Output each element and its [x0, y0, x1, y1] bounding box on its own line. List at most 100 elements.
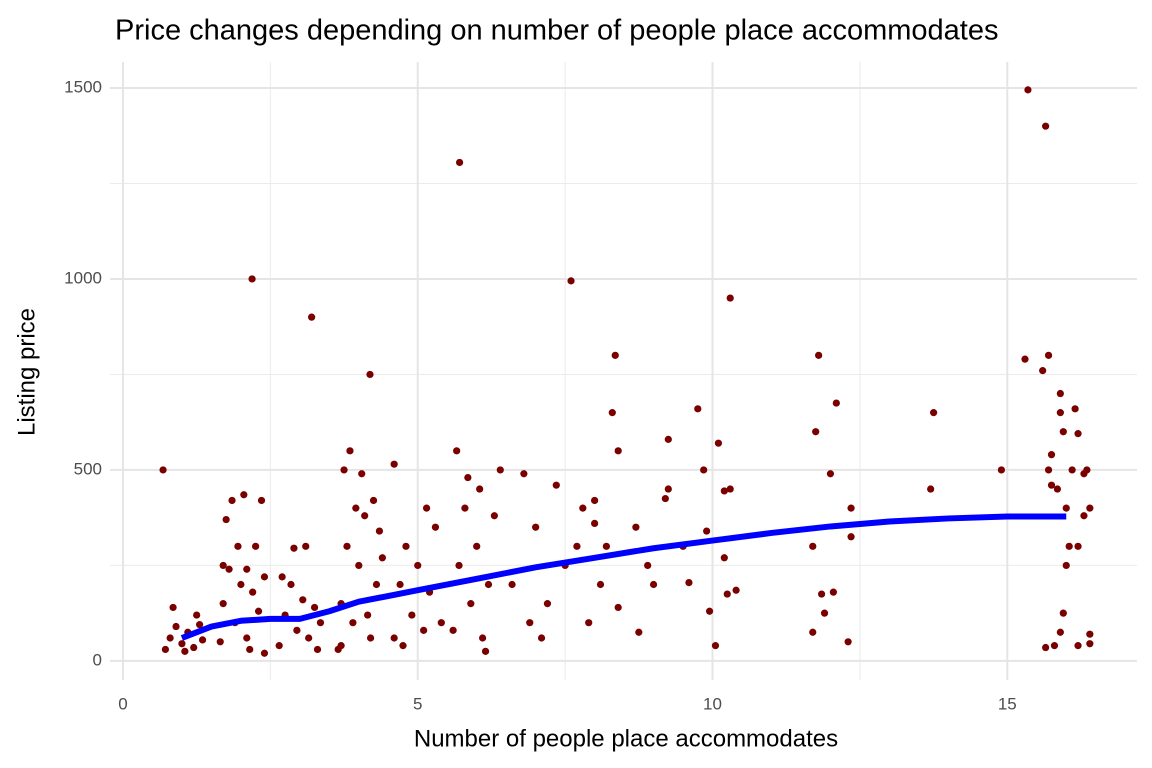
point	[316, 619, 325, 627]
point	[408, 611, 416, 619]
point	[1074, 430, 1082, 438]
point	[337, 642, 345, 650]
point	[249, 588, 257, 596]
point	[352, 504, 360, 512]
point	[611, 351, 619, 359]
point	[464, 473, 472, 482]
point	[817, 590, 826, 598]
point	[260, 573, 269, 581]
point	[278, 573, 286, 581]
point	[1059, 428, 1067, 436]
point	[832, 399, 840, 407]
point	[219, 600, 227, 608]
point	[844, 638, 852, 646]
x-tick-label: 10	[703, 694, 722, 713]
point	[632, 523, 640, 531]
point	[414, 561, 422, 570]
point	[997, 466, 1006, 474]
point	[1050, 642, 1059, 650]
point	[490, 512, 498, 520]
point	[1074, 542, 1082, 550]
point	[455, 561, 463, 570]
point	[453, 447, 461, 455]
point	[305, 634, 313, 642]
point	[181, 647, 189, 655]
point	[635, 628, 643, 636]
point	[287, 580, 295, 589]
y-tick-label: 1500	[64, 77, 102, 96]
point	[532, 523, 540, 531]
point	[1039, 367, 1047, 375]
point	[355, 561, 363, 570]
point	[1056, 389, 1064, 398]
point	[1086, 640, 1094, 648]
point	[700, 466, 708, 474]
point	[254, 607, 263, 615]
x-axis-title: Number of people place accommodates	[414, 725, 838, 752]
point	[1042, 643, 1050, 652]
point	[573, 542, 581, 550]
point	[313, 645, 322, 654]
point	[508, 580, 516, 589]
point	[664, 435, 672, 443]
point	[661, 494, 669, 503]
point	[1086, 504, 1094, 512]
point	[378, 554, 386, 562]
point	[809, 628, 817, 636]
point	[366, 634, 375, 642]
chart-title: Price changes depending on number of peo…	[115, 15, 998, 47]
point	[431, 523, 440, 531]
point	[196, 621, 204, 629]
point	[461, 504, 469, 512]
point	[478, 634, 487, 642]
point	[375, 527, 384, 535]
point	[1056, 409, 1064, 417]
point	[1047, 481, 1056, 489]
point	[246, 645, 254, 654]
smooth-line	[180, 513, 1067, 641]
point	[449, 626, 457, 634]
point	[422, 504, 431, 512]
point	[732, 586, 740, 594]
point	[711, 642, 720, 650]
point	[829, 588, 837, 596]
point	[1044, 466, 1053, 474]
point	[275, 642, 283, 650]
point	[694, 405, 702, 413]
point	[579, 504, 587, 512]
point	[390, 634, 398, 642]
point	[473, 542, 481, 550]
point	[234, 542, 242, 550]
point	[705, 607, 714, 615]
point	[190, 643, 198, 652]
point	[567, 277, 575, 285]
point	[1042, 122, 1050, 130]
point	[591, 519, 599, 527]
point	[602, 542, 611, 550]
point	[228, 496, 236, 505]
point	[169, 603, 177, 612]
point	[260, 649, 269, 657]
point	[193, 611, 201, 619]
point	[399, 642, 407, 650]
point	[293, 626, 301, 634]
point	[437, 619, 445, 627]
point	[685, 579, 693, 587]
point	[815, 351, 823, 359]
point	[826, 470, 835, 478]
point	[520, 470, 528, 478]
x-tick-label: 15	[998, 694, 1017, 713]
point	[1021, 355, 1029, 363]
point	[481, 647, 490, 655]
point	[1065, 542, 1073, 550]
point	[372, 580, 381, 589]
point	[1074, 642, 1082, 650]
point	[402, 542, 410, 550]
point	[248, 275, 256, 283]
point	[526, 619, 534, 627]
point	[1086, 630, 1094, 638]
point	[714, 439, 723, 447]
point	[614, 447, 622, 455]
point	[1024, 86, 1032, 94]
point	[484, 580, 493, 589]
